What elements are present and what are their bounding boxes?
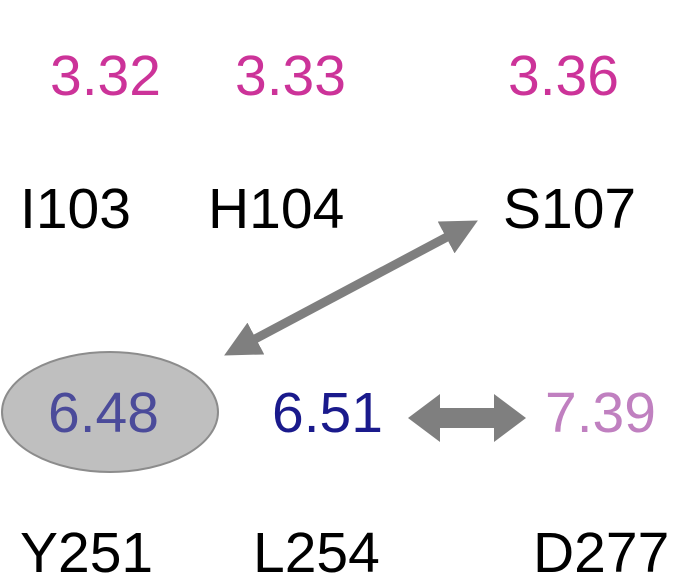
top-residue: S107 [503,177,636,241]
top-value: 3.33 [235,44,346,108]
top-value: 3.32 [50,44,161,108]
top-residue: H104 [208,177,344,241]
bottom-value: 7.39 [545,381,656,445]
bottom-value: 6.51 [272,381,383,445]
bottom-residue: Y251 [20,521,153,583]
double-arrow [224,220,478,356]
bottom-residue: L254 [253,521,380,583]
double-arrow [408,394,526,442]
top-value: 3.36 [508,44,619,108]
highlight-ellipse [1,351,219,473]
bottom-value: 6.48 [48,381,159,445]
top-residue: I103 [20,177,131,241]
bottom-residue: D277 [533,521,669,583]
